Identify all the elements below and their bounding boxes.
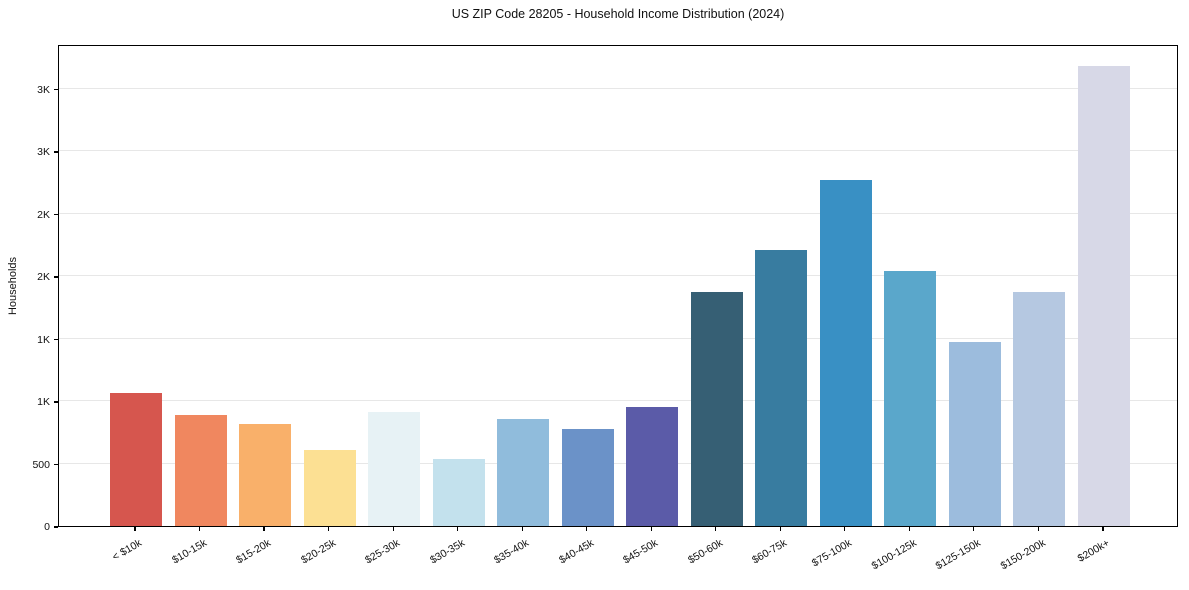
x-tick-mark: [586, 527, 588, 531]
y-tick-label: 500: [32, 458, 50, 471]
x-tick-label: $10-15k: [169, 537, 209, 567]
bar-$150-200k: [1013, 292, 1066, 526]
y-tick-mark: [54, 401, 58, 403]
x-tick-label: $45-50k: [621, 537, 661, 567]
y-tick-label: 3K: [37, 146, 50, 158]
x-tick-mark: [715, 527, 717, 531]
bar-$50-60k: [690, 292, 743, 526]
y-tick-mark: [54, 88, 58, 91]
bar-< $10k: [110, 392, 162, 526]
y-tick-label: 1K: [37, 396, 50, 408]
x-tick-mark: [392, 527, 394, 531]
y-tick-label: 0: [44, 521, 50, 533]
x-tick-mark: [973, 527, 975, 531]
bar-$60-75k: [755, 249, 808, 526]
x-tick-mark: [263, 527, 265, 531]
bar-$30-35k: [432, 458, 485, 526]
gridline: [59, 462, 1177, 464]
y-tick-mark: [54, 338, 58, 341]
x-tick-mark: [521, 527, 523, 531]
x-tick-mark: [779, 527, 781, 531]
x-tick-label: $125-150k: [933, 537, 983, 573]
x-tick-mark: [134, 527, 136, 531]
gridline: [59, 87, 1177, 89]
bar-$100-125k: [884, 271, 937, 526]
bar-$25-30k: [368, 412, 421, 526]
x-tick-label: $15-20k: [234, 537, 274, 567]
gridline: [59, 150, 1177, 151]
x-tick-mark: [908, 527, 910, 531]
x-tick-mark: [457, 527, 459, 531]
y-axis-label: Households: [7, 256, 19, 316]
x-tick-mark: [198, 527, 201, 531]
x-tick-label: $40-45k: [556, 537, 596, 567]
y-tick-mark: [54, 276, 58, 278]
y-tick-mark: [54, 213, 58, 216]
x-tick-label: $150-200k: [998, 537, 1048, 573]
bar-$75-100k: [819, 179, 872, 526]
plot-area: [58, 45, 1178, 527]
bar-$40-45k: [561, 429, 614, 526]
x-tick-label: $50-60k: [685, 537, 725, 567]
bar-$125-150k: [948, 342, 1001, 526]
y-tick-label: 2K: [37, 208, 50, 221]
bar-$45-50k: [626, 406, 679, 526]
gridline: [59, 400, 1177, 401]
x-tick-mark: [1102, 527, 1104, 531]
gridline: [59, 337, 1177, 339]
x-tick-label: $100-125k: [869, 537, 919, 573]
x-tick-label: $75-100k: [809, 537, 854, 570]
x-tick-mark: [844, 527, 846, 531]
gridline: [59, 275, 1177, 276]
x-tick-mark: [650, 527, 652, 531]
gridline: [59, 212, 1177, 214]
bar-$200k+: [1077, 66, 1130, 526]
x-tick-label: $25-30k: [363, 537, 403, 567]
x-tick-mark: [1037, 527, 1039, 531]
bar-$35-40k: [497, 419, 550, 526]
bar-$15-20k: [239, 423, 292, 526]
bar-$10-15k: [174, 414, 227, 526]
x-tick-label: $60-75k: [750, 537, 790, 567]
y-tick-mark: [54, 463, 58, 466]
x-tick-label: $20-25k: [298, 537, 338, 567]
x-tick-label: $200k+: [1075, 537, 1112, 565]
y-tick-label: 2K: [37, 271, 50, 283]
bar-$20-25k: [303, 449, 356, 526]
x-tick-label: $35-40k: [492, 537, 532, 567]
chart-title: US ZIP Code 28205 - Household Income Dis…: [451, 7, 785, 21]
y-tick-label: 1K: [37, 333, 50, 346]
x-tick-mark: [327, 527, 330, 531]
x-tick-label: $30-35k: [427, 537, 467, 567]
x-tick-label: < $10k: [110, 537, 144, 564]
y-tick-mark: [54, 526, 58, 528]
y-tick-label: 3K: [37, 83, 50, 96]
y-tick-mark: [54, 151, 58, 153]
